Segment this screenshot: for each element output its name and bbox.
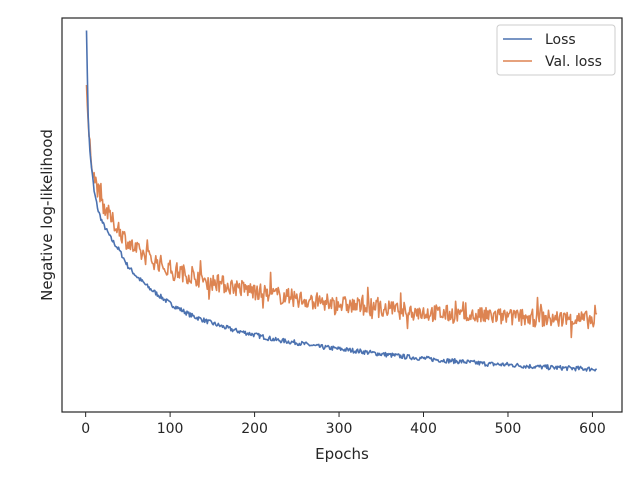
x-tick-label: 200 — [241, 421, 268, 437]
plot-lines — [85, 30, 598, 372]
x-axis-ticks: 0 100 200 300 400 500 600 — [81, 412, 606, 437]
x-tick-label: 100 — [157, 421, 184, 437]
legend: Loss Val. loss — [496, 24, 616, 76]
x-tick-label: 600 — [579, 421, 606, 437]
legend-box — [496, 24, 616, 76]
x-tick-label: 400 — [410, 421, 437, 437]
y-axis-label: Negative log-likelihood — [38, 129, 56, 301]
x-tick-label: 300 — [326, 421, 353, 437]
legend-label-val-loss: Val. loss — [545, 54, 602, 70]
legend-label-loss: Loss — [545, 32, 576, 48]
axes-frame — [61, 17, 623, 413]
series-line-loss — [85, 30, 598, 372]
series-line-val-loss — [85, 84, 598, 339]
x-tick-label: 0 — [81, 421, 90, 437]
x-tick-label: 500 — [495, 421, 522, 437]
x-axis-label: Epochs — [315, 445, 369, 463]
